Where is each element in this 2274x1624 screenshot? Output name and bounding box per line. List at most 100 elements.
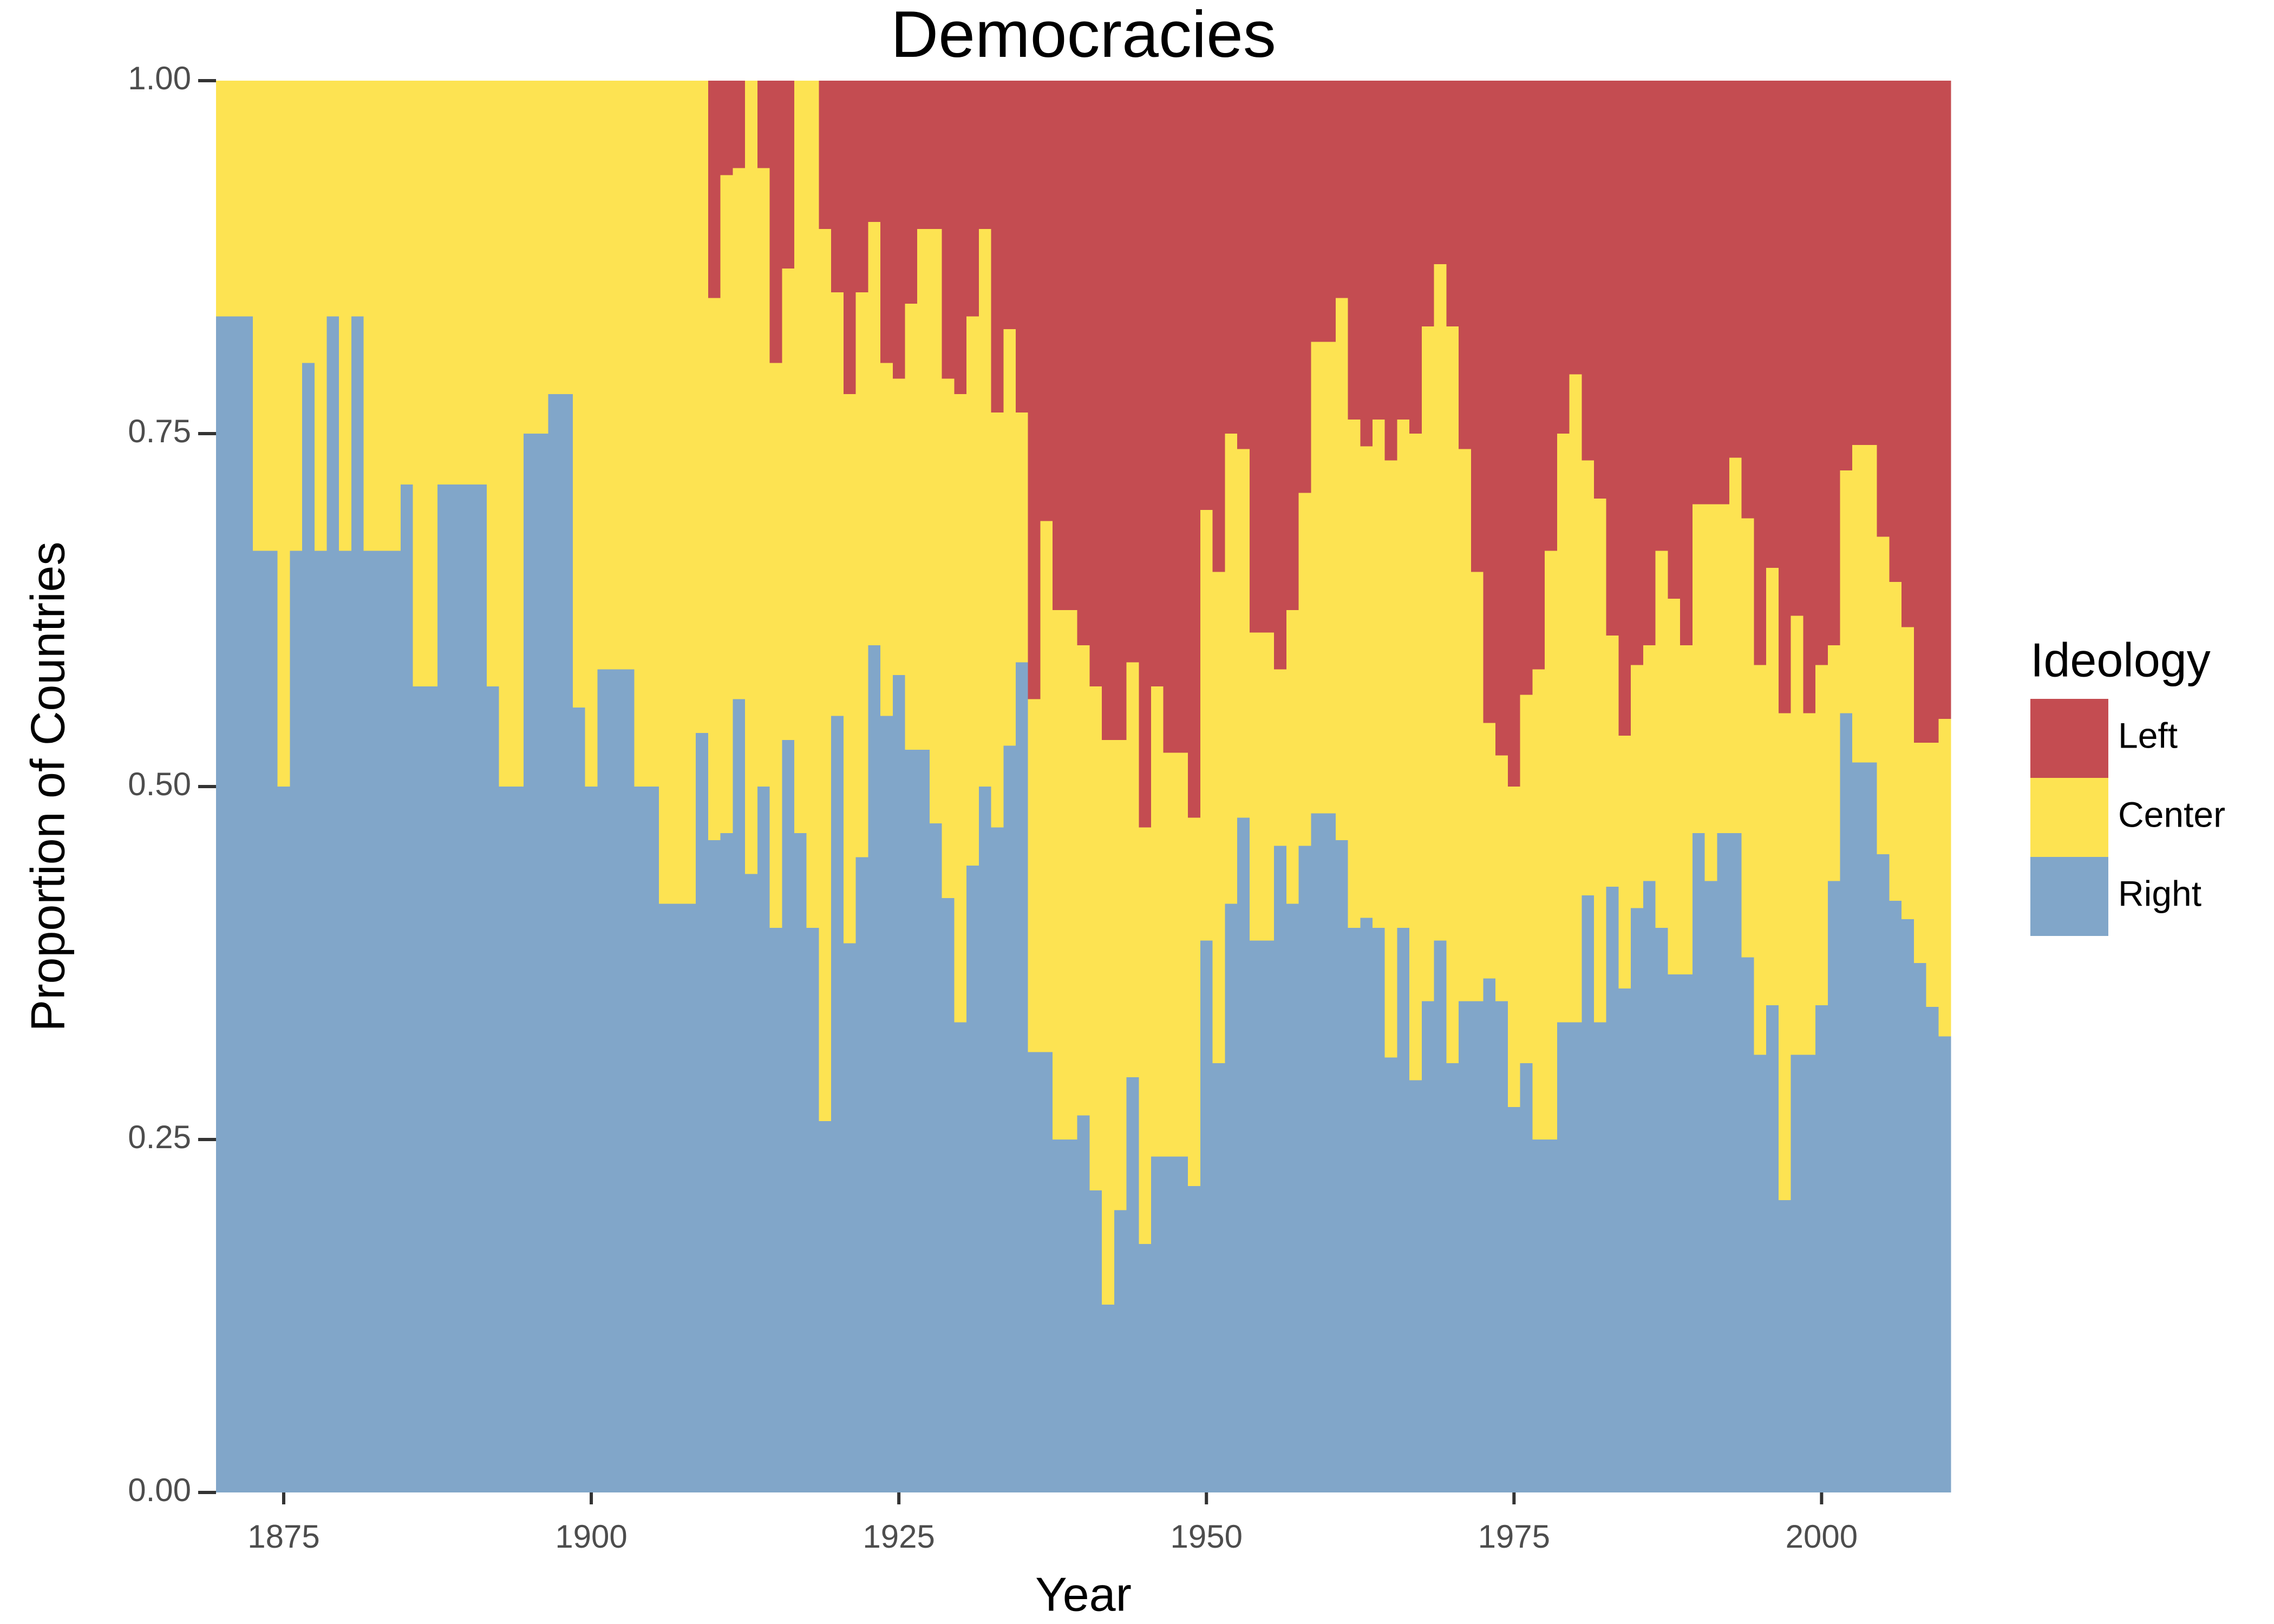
bar-segment <box>942 81 955 379</box>
bar-segment <box>1631 81 1644 665</box>
bar-segment <box>782 739 795 1492</box>
bar-segment <box>1188 817 1201 1187</box>
bar-segment <box>1483 81 1496 723</box>
bar-segment <box>339 551 352 1492</box>
bar-segment <box>1926 743 1939 1007</box>
x-tick-label: 1975 <box>1478 1518 1550 1555</box>
bar-segment <box>1594 498 1607 1023</box>
bar-segment <box>1274 669 1287 846</box>
legend-title: Ideology <box>2030 633 2211 686</box>
bar-segment <box>978 81 992 229</box>
y-tick-label: 0.75 <box>128 413 191 449</box>
bar-segment <box>499 81 512 787</box>
bar-segment <box>1335 840 1349 1492</box>
bar-segment <box>1077 1115 1090 1492</box>
bar-segment <box>1053 1140 1066 1492</box>
bar-segment <box>1003 81 1016 330</box>
bar-segment <box>376 551 389 1492</box>
bar-segment <box>548 81 561 394</box>
bar-segment <box>1852 762 1865 1492</box>
bar-segment <box>1139 827 1152 1244</box>
bar-segment <box>1384 81 1398 461</box>
bar-segment <box>1520 1063 1533 1492</box>
bar-segment <box>978 228 992 787</box>
bar-segment <box>1335 298 1349 841</box>
bar-segment <box>1249 81 1263 633</box>
bar-segment <box>806 81 820 928</box>
bar-segment <box>991 81 1004 412</box>
bar-segment <box>1840 81 1853 470</box>
bar-segment <box>1877 854 1890 1492</box>
bar-segment <box>1766 81 1779 568</box>
bar-segment <box>1212 572 1225 1064</box>
bar-segment <box>1815 81 1828 665</box>
bar-segment <box>572 707 586 1492</box>
bar-segment <box>1741 957 1755 1492</box>
bar-segment <box>1520 695 1533 1064</box>
bar-segment <box>1778 713 1792 1201</box>
bar-segment <box>819 81 832 229</box>
bar-segment <box>954 1022 967 1492</box>
bar-segment <box>708 298 721 841</box>
bar-segment <box>1212 81 1225 572</box>
bar-segment <box>1114 1210 1127 1492</box>
bar-segment <box>1114 739 1127 1210</box>
bar-segment <box>240 81 253 317</box>
bar-segment <box>745 81 758 874</box>
legend-label: Left <box>2118 715 2178 755</box>
bar-segment <box>1459 81 1472 449</box>
bar-segment <box>326 81 339 317</box>
y-tick-label: 0.25 <box>128 1119 191 1155</box>
bar-segment <box>1040 81 1053 521</box>
bar-segment <box>1852 81 1865 445</box>
bar-segment <box>868 81 881 222</box>
bar-segment <box>1114 81 1127 740</box>
bar-segment <box>290 81 303 551</box>
bar-segment <box>597 81 610 670</box>
bar-segment <box>1692 504 1706 834</box>
bar-segment <box>1594 1022 1607 1492</box>
bar-segment <box>1028 699 1041 1052</box>
bar-segment <box>1298 81 1311 493</box>
bar-segment <box>1434 940 1447 1492</box>
bar-segment <box>437 81 450 484</box>
bar-segment <box>1717 504 1730 834</box>
bar-segment <box>1532 669 1545 1140</box>
bar-segment <box>610 669 623 1492</box>
bar-segment <box>855 857 868 1492</box>
bar-segment <box>1483 723 1496 979</box>
bar-segment <box>966 316 979 866</box>
bar-segment <box>1803 713 1816 1055</box>
bar-segment <box>1889 581 1902 901</box>
bar-segment <box>376 81 389 551</box>
bar-segment <box>339 81 352 551</box>
bar-segment <box>1053 610 1066 1140</box>
bar-segment <box>1311 342 1324 814</box>
bar-segment <box>1754 81 1767 665</box>
bar-segment <box>671 903 684 1492</box>
bar-segment <box>1323 813 1336 1492</box>
bar-segment <box>1594 81 1607 499</box>
bar-segment <box>1471 81 1484 572</box>
bar-segment <box>1397 81 1410 420</box>
bar-segment <box>1225 434 1238 904</box>
x-tick-label: 1925 <box>862 1518 935 1555</box>
bar-segment <box>745 874 758 1492</box>
bar-segment <box>1311 81 1324 342</box>
bar-segment <box>733 699 746 1492</box>
bar-segment <box>511 81 524 787</box>
bar-segment <box>806 927 820 1492</box>
bar-segment <box>1028 1052 1041 1492</box>
bar-segment <box>277 787 290 1492</box>
bar-segment <box>1373 81 1386 420</box>
bar-segment <box>1323 81 1336 342</box>
bar-segment <box>1446 81 1459 326</box>
bar-segment <box>782 268 795 740</box>
bar-segment <box>1778 81 1792 713</box>
bar-segment <box>1373 419 1386 928</box>
axes: 0.00 0.25 0.50 0.75 1.00 1875 1900 1925 1950 1975… <box>128 60 1858 1555</box>
bar-segment <box>1225 903 1238 1492</box>
bar-segment <box>1532 81 1545 670</box>
bar-segment <box>548 394 561 1492</box>
bar-segment <box>1446 1063 1459 1492</box>
